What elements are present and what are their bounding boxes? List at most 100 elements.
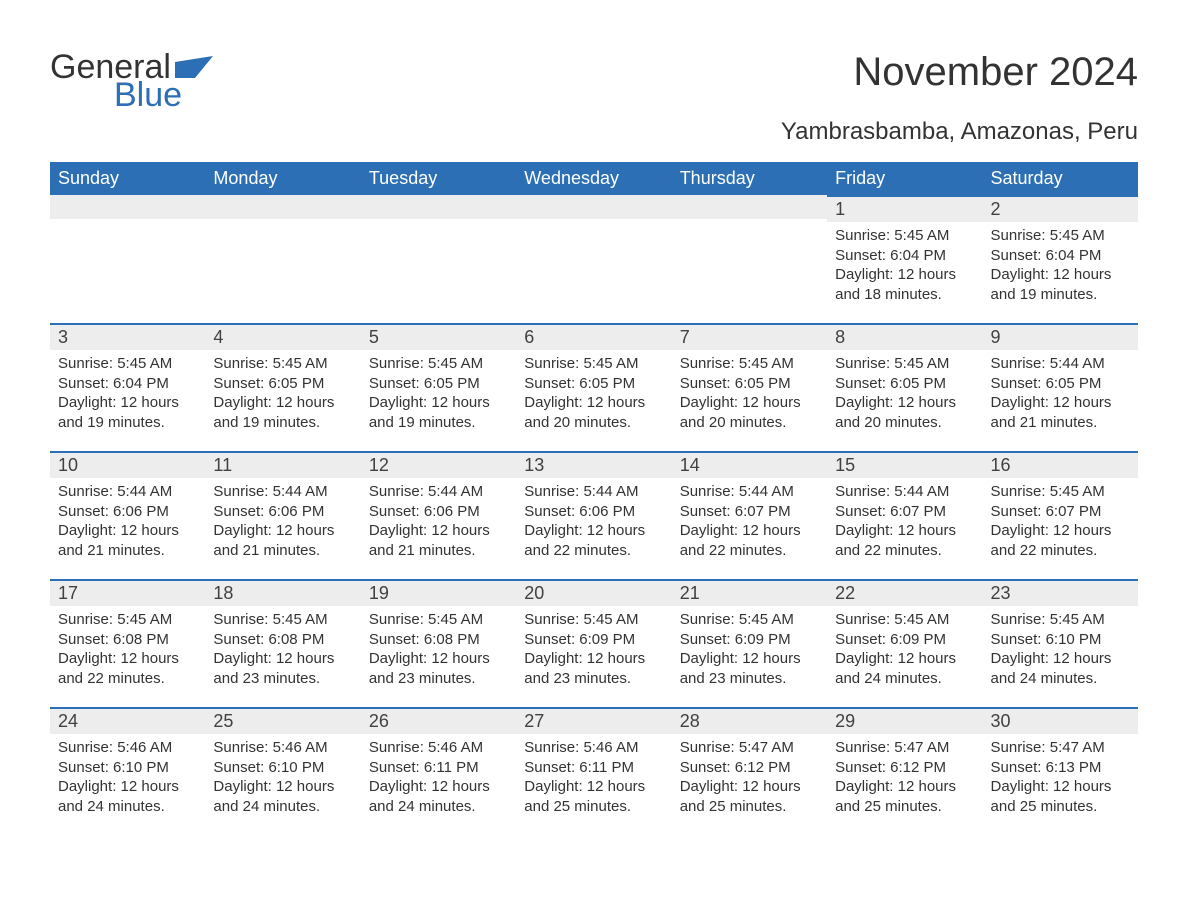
daylight-text: Daylight: 12 hours and 25 minutes.	[991, 777, 1130, 816]
daylight-text: Daylight: 12 hours and 18 minutes.	[835, 265, 974, 304]
day-number: 13	[516, 451, 671, 478]
calendar-day-cell	[672, 195, 827, 323]
day-number: 23	[983, 579, 1138, 606]
weekday-header: Tuesday	[361, 162, 516, 195]
sunrise-text: Sunrise: 5:44 AM	[524, 482, 663, 502]
sunset-text: Sunset: 6:08 PM	[369, 630, 508, 650]
calendar-week-row: 3Sunrise: 5:45 AMSunset: 6:04 PMDaylight…	[50, 323, 1138, 451]
calendar-day-cell: 5Sunrise: 5:45 AMSunset: 6:05 PMDaylight…	[361, 323, 516, 451]
calendar-day-cell: 7Sunrise: 5:45 AMSunset: 6:05 PMDaylight…	[672, 323, 827, 451]
day-details: Sunrise: 5:44 AMSunset: 6:07 PMDaylight:…	[672, 478, 827, 568]
daylight-text: Daylight: 12 hours and 22 minutes.	[991, 521, 1130, 560]
day-details: Sunrise: 5:46 AMSunset: 6:11 PMDaylight:…	[516, 734, 671, 824]
day-number: 19	[361, 579, 516, 606]
daylight-text: Daylight: 12 hours and 19 minutes.	[991, 265, 1130, 304]
calendar-day-cell: 25Sunrise: 5:46 AMSunset: 6:10 PMDayligh…	[205, 707, 360, 835]
sunrise-text: Sunrise: 5:44 AM	[680, 482, 819, 502]
daylight-text: Daylight: 12 hours and 24 minutes.	[835, 649, 974, 688]
daylight-text: Daylight: 12 hours and 22 minutes.	[835, 521, 974, 560]
day-number: 9	[983, 323, 1138, 350]
calendar-day-cell: 29Sunrise: 5:47 AMSunset: 6:12 PMDayligh…	[827, 707, 982, 835]
day-details: Sunrise: 5:44 AMSunset: 6:06 PMDaylight:…	[516, 478, 671, 568]
sunrise-text: Sunrise: 5:45 AM	[369, 354, 508, 374]
daylight-text: Daylight: 12 hours and 22 minutes.	[524, 521, 663, 560]
sunrise-text: Sunrise: 5:45 AM	[991, 226, 1130, 246]
calendar-day-cell: 8Sunrise: 5:45 AMSunset: 6:05 PMDaylight…	[827, 323, 982, 451]
daylight-text: Daylight: 12 hours and 22 minutes.	[58, 649, 197, 688]
empty-day	[361, 195, 516, 219]
logo: General Blue	[50, 50, 213, 112]
daylight-text: Daylight: 12 hours and 23 minutes.	[524, 649, 663, 688]
sunrise-text: Sunrise: 5:45 AM	[835, 610, 974, 630]
empty-day	[516, 195, 671, 219]
sunrise-text: Sunrise: 5:45 AM	[58, 610, 197, 630]
sunset-text: Sunset: 6:05 PM	[835, 374, 974, 394]
daylight-text: Daylight: 12 hours and 19 minutes.	[58, 393, 197, 432]
sunset-text: Sunset: 6:11 PM	[524, 758, 663, 778]
sunset-text: Sunset: 6:10 PM	[58, 758, 197, 778]
sunset-text: Sunset: 6:07 PM	[991, 502, 1130, 522]
calendar-week-row: 24Sunrise: 5:46 AMSunset: 6:10 PMDayligh…	[50, 707, 1138, 835]
sunrise-text: Sunrise: 5:45 AM	[369, 610, 508, 630]
sunset-text: Sunset: 6:08 PM	[213, 630, 352, 650]
day-number: 25	[205, 707, 360, 734]
location-subtitle: Yambrasbamba, Amazonas, Peru	[50, 118, 1138, 146]
calendar-day-cell: 22 Sunrise: 5:45 AMSunset: 6:09 PMDayligh…	[827, 579, 982, 707]
daylight-text: Daylight: 12 hours and 25 minutes.	[680, 777, 819, 816]
calendar-day-cell	[361, 195, 516, 323]
sunrise-text: Sunrise: 5:44 AM	[835, 482, 974, 502]
day-number: 27	[516, 707, 671, 734]
day-details: Sunrise: 5:44 AMSunset: 6:06 PMDaylight:…	[50, 478, 205, 568]
day-number: 5	[361, 323, 516, 350]
day-details: Sunrise: 5:47 AMSunset: 6:13 PMDaylight:…	[983, 734, 1138, 824]
sunset-text: Sunset: 6:04 PM	[991, 246, 1130, 266]
sunrise-text: Sunrise: 5:44 AM	[369, 482, 508, 502]
calendar-day-cell: 26Sunrise: 5:46 AMSunset: 6:11 PMDayligh…	[361, 707, 516, 835]
daylight-text: Daylight: 12 hours and 22 minutes.	[680, 521, 819, 560]
day-number: 1	[827, 195, 982, 222]
sunset-text: Sunset: 6:12 PM	[680, 758, 819, 778]
calendar-day-cell: 4Sunrise: 5:45 AMSunset: 6:05 PMDaylight…	[205, 323, 360, 451]
calendar-day-cell: 14Sunrise: 5:44 AMSunset: 6:07 PMDayligh…	[672, 451, 827, 579]
calendar-day-cell: 9Sunrise: 5:44 AMSunset: 6:05 PMDaylight…	[983, 323, 1138, 451]
daylight-text: Daylight: 12 hours and 24 minutes.	[991, 649, 1130, 688]
weekday-header: Thursday	[672, 162, 827, 195]
sunset-text: Sunset: 6:07 PM	[680, 502, 819, 522]
daylight-text: Daylight: 12 hours and 24 minutes.	[58, 777, 197, 816]
day-number: 10	[50, 451, 205, 478]
calendar-day-cell: 11Sunrise: 5:44 AMSunset: 6:06 PMDayligh…	[205, 451, 360, 579]
day-number: 6	[516, 323, 671, 350]
sunrise-text: Sunrise: 5:45 AM	[58, 354, 197, 374]
day-number: 22	[827, 579, 982, 606]
calendar-day-cell	[205, 195, 360, 323]
day-number: 12	[361, 451, 516, 478]
sunset-text: Sunset: 6:08 PM	[58, 630, 197, 650]
sunrise-text: Sunrise: 5:46 AM	[524, 738, 663, 758]
daylight-text: Daylight: 12 hours and 25 minutes.	[835, 777, 974, 816]
day-number: 8	[827, 323, 982, 350]
calendar-day-cell: 16Sunrise: 5:45 AMSunset: 6:07 PMDayligh…	[983, 451, 1138, 579]
sunrise-text: Sunrise: 5:47 AM	[835, 738, 974, 758]
day-details: Sunrise: 5:45 AMSunset: 6:04 PMDaylight:…	[50, 350, 205, 440]
weekday-header: Monday	[205, 162, 360, 195]
day-details: Sunrise: 5:47 AMSunset: 6:12 PMDaylight:…	[827, 734, 982, 824]
header: General Blue November 2024	[50, 50, 1138, 112]
day-number: 15	[827, 451, 982, 478]
day-number: 2	[983, 195, 1138, 222]
calendar-day-cell	[516, 195, 671, 323]
sunset-text: Sunset: 6:09 PM	[835, 630, 974, 650]
day-number: 17	[50, 579, 205, 606]
weekday-header: Friday	[827, 162, 982, 195]
daylight-text: Daylight: 12 hours and 20 minutes.	[524, 393, 663, 432]
sunrise-text: Sunrise: 5:45 AM	[524, 354, 663, 374]
sunset-text: Sunset: 6:07 PM	[835, 502, 974, 522]
day-number: 16	[983, 451, 1138, 478]
calendar-day-cell: 12Sunrise: 5:44 AMSunset: 6:06 PMDayligh…	[361, 451, 516, 579]
weekday-header: Sunday	[50, 162, 205, 195]
calendar-day-cell: 13Sunrise: 5:44 AMSunset: 6:06 PMDayligh…	[516, 451, 671, 579]
sunset-text: Sunset: 6:04 PM	[58, 374, 197, 394]
daylight-text: Daylight: 12 hours and 23 minutes.	[680, 649, 819, 688]
day-number: 14	[672, 451, 827, 478]
sunset-text: Sunset: 6:11 PM	[369, 758, 508, 778]
daylight-text: Daylight: 12 hours and 24 minutes.	[369, 777, 508, 816]
